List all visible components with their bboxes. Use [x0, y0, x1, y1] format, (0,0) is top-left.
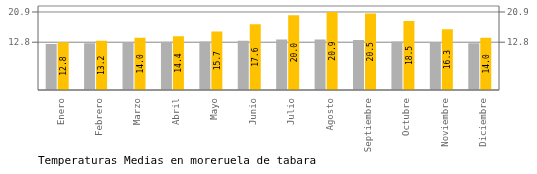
svg-text:Junio: Junio: [248, 98, 258, 125]
svg-text:12.8: 12.8: [8, 37, 30, 47]
svg-text:Julio: Julio: [286, 98, 296, 125]
svg-text:Marzo: Marzo: [132, 98, 142, 125]
svg-text:16.3: 16.3: [443, 50, 452, 69]
svg-text:Febrero: Febrero: [94, 98, 104, 136]
svg-text:Diciembre: Diciembre: [478, 98, 488, 147]
svg-text:12.8: 12.8: [507, 37, 529, 47]
svg-text:18.5: 18.5: [405, 46, 414, 65]
svg-text:20.0: 20.0: [290, 43, 299, 62]
svg-text:15.7: 15.7: [213, 51, 222, 70]
svg-text:Mayo: Mayo: [209, 98, 219, 120]
svg-text:14.4: 14.4: [174, 53, 183, 72]
svg-text:20.5: 20.5: [366, 42, 375, 61]
svg-text:Agosto: Agosto: [325, 98, 335, 131]
svg-text:Septiembre: Septiembre: [363, 98, 373, 152]
svg-text:12.8: 12.8: [59, 56, 68, 75]
svg-text:20.9: 20.9: [328, 41, 337, 60]
svg-text:Abril: Abril: [171, 98, 181, 125]
svg-text:13.2: 13.2: [97, 56, 106, 75]
svg-text:Octubre: Octubre: [401, 98, 411, 136]
svg-text:17.6: 17.6: [251, 47, 260, 66]
svg-text:14.0: 14.0: [136, 54, 145, 73]
svg-text:14.0: 14.0: [482, 54, 491, 73]
svg-text:Enero: Enero: [56, 98, 66, 125]
svg-text:20.9: 20.9: [8, 7, 30, 17]
svg-text:Noviembre: Noviembre: [440, 98, 450, 147]
html-text:Temperaturas Medias en morerue: Temperaturas Medias en moreruela de taba…: [38, 154, 317, 167]
svg-text:20.9: 20.9: [507, 7, 529, 17]
